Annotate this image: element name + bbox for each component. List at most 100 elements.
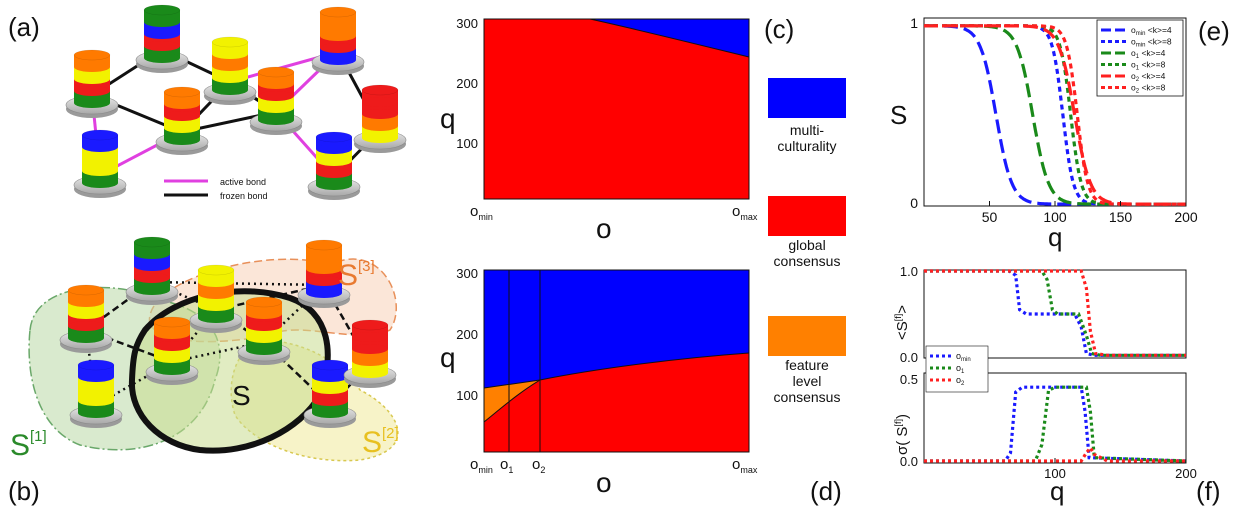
legend-label: o2 <k>=4 bbox=[1131, 71, 1166, 83]
culture-layer-rim bbox=[78, 396, 114, 406]
culture-layer-rim bbox=[134, 249, 170, 259]
s3-label: S[3] bbox=[338, 258, 375, 292]
culture-layer-rim bbox=[306, 288, 342, 298]
culture-layer-rim bbox=[198, 289, 234, 299]
culture-layer-rim bbox=[154, 353, 190, 363]
plot-frame bbox=[483, 18, 750, 200]
series-line bbox=[924, 445, 1186, 463]
x-tick-label: 100 bbox=[1044, 466, 1066, 481]
culture-layer-rim bbox=[316, 156, 352, 166]
culture-layer-rim bbox=[74, 62, 110, 72]
culture-layer-rim bbox=[68, 321, 104, 331]
culture-layer-top bbox=[133, 236, 171, 248]
culture-layer-rim bbox=[352, 368, 388, 378]
culture-layer-top bbox=[361, 84, 399, 96]
culture-layer-rim bbox=[246, 321, 282, 331]
culture-layer-rim bbox=[212, 61, 248, 71]
cluster-node bbox=[343, 319, 397, 388]
culture-layer-rim bbox=[154, 365, 190, 375]
x-axis-label: o bbox=[596, 213, 612, 244]
culture-layer-rim bbox=[82, 142, 118, 152]
cluster-node bbox=[189, 264, 243, 333]
y-axis-label-bottom: σ( S[f]) bbox=[893, 414, 911, 455]
culture-layer-rim bbox=[316, 180, 352, 190]
legend-label: o1 <k>=4 bbox=[1131, 48, 1166, 60]
culture-layer-top bbox=[197, 264, 235, 276]
x-tick-label: 150 bbox=[1109, 209, 1133, 225]
x-axis-label: q bbox=[1050, 476, 1064, 506]
ytick-300: 300 bbox=[456, 16, 478, 31]
series-line bbox=[924, 269, 1186, 357]
panel-label-b: (b) bbox=[8, 476, 40, 506]
culture-layer-rim bbox=[320, 31, 356, 41]
culture-layer-rim bbox=[258, 79, 294, 89]
culture-layer-rim bbox=[198, 301, 234, 311]
culture-layer-rim bbox=[258, 103, 294, 113]
culture-layer-rim bbox=[68, 309, 104, 319]
cluster-node bbox=[125, 236, 179, 305]
culture-layer-rim bbox=[198, 277, 234, 287]
culture-layer-top bbox=[311, 359, 349, 371]
y-axis-label: q bbox=[440, 342, 456, 373]
x-tick-omin: omin bbox=[470, 203, 493, 222]
culture-layer-top bbox=[257, 66, 295, 78]
culture-layer-top bbox=[245, 296, 283, 308]
legend-label: o2 <k>=8 bbox=[1131, 83, 1166, 95]
multiculturality-region bbox=[590, 19, 749, 57]
ytick-200: 200 bbox=[456, 327, 478, 342]
series-line bbox=[924, 269, 1186, 357]
culture-layer-rim bbox=[212, 73, 248, 83]
legend-label: omin <k>=8 bbox=[1131, 37, 1172, 49]
culture-layer-rim bbox=[198, 313, 234, 323]
culture-layer-rim bbox=[144, 29, 180, 39]
y-tick-label-top: 0.0 bbox=[900, 350, 918, 365]
culture-layer-rim bbox=[164, 111, 200, 121]
panel-label-f: (f) bbox=[1196, 476, 1221, 506]
panel-a-network: (a) active bond frozen bond bbox=[8, 4, 407, 201]
culture-layer-rim bbox=[74, 86, 110, 96]
culture-layer-rim bbox=[164, 135, 200, 145]
culture-layer-rim bbox=[68, 333, 104, 343]
culture-layer-rim bbox=[212, 49, 248, 59]
culture-layer-rim bbox=[258, 115, 294, 125]
culture-layer-rim bbox=[352, 344, 388, 354]
multiculturality-swatch bbox=[768, 78, 846, 118]
agent-node bbox=[353, 84, 407, 153]
panel-label-c: (c) bbox=[764, 14, 794, 44]
legend-label: omin <k>=4 bbox=[1131, 25, 1172, 37]
culture-layer-top bbox=[351, 319, 389, 331]
feature-level-label-2: level bbox=[793, 373, 822, 389]
series-line bbox=[924, 385, 1187, 463]
legend-label: omin bbox=[956, 351, 971, 363]
agent-node bbox=[311, 6, 365, 75]
panel-label-e: (e) bbox=[1198, 16, 1230, 46]
culture-layer-rim bbox=[82, 178, 118, 188]
culture-layer-top bbox=[73, 49, 111, 61]
series-line bbox=[924, 385, 1187, 463]
culture-layer-rim bbox=[312, 408, 348, 418]
culture-layer-rim bbox=[212, 85, 248, 95]
culture-layer-rim bbox=[82, 166, 118, 176]
x-tick-label: 200 bbox=[1174, 209, 1198, 225]
culture-layer-rim bbox=[68, 297, 104, 307]
culture-layer-rim bbox=[352, 356, 388, 366]
series-line bbox=[924, 269, 1186, 357]
culture-layer-top bbox=[315, 131, 353, 143]
culture-layer-rim bbox=[78, 408, 114, 418]
agent-node bbox=[203, 36, 257, 105]
culture-layer-rim bbox=[352, 332, 388, 342]
culture-layer-rim bbox=[306, 264, 342, 274]
culture-layer-rim bbox=[258, 91, 294, 101]
s-label: S bbox=[232, 380, 251, 411]
series-group-bottom bbox=[924, 385, 1187, 463]
x-tick-omax: omax bbox=[732, 456, 758, 475]
culture-layer-rim bbox=[74, 98, 110, 108]
series-group-top bbox=[924, 269, 1186, 357]
active-bond-label: active bond bbox=[220, 177, 266, 187]
culture-layer-rim bbox=[154, 329, 190, 339]
agent-node bbox=[73, 129, 127, 198]
culture-layer-rim bbox=[312, 396, 348, 406]
x-tick-label: 50 bbox=[982, 209, 998, 225]
y-axis-label: S bbox=[890, 100, 907, 130]
